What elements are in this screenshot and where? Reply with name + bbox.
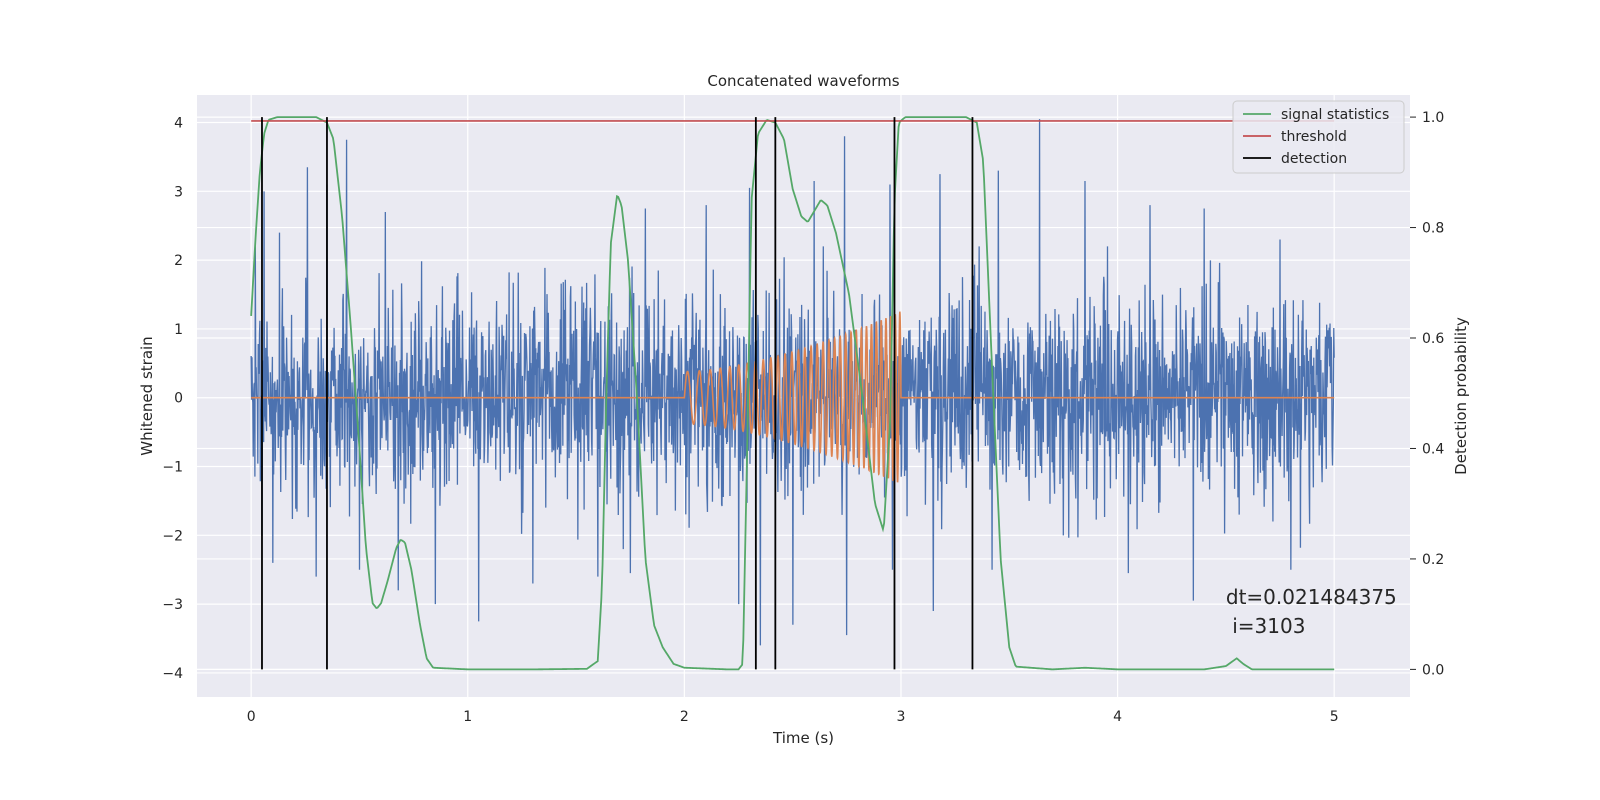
legend-label: threshold xyxy=(1281,129,1347,145)
y2-tick-label: 0.0 xyxy=(1422,662,1444,678)
strain-series-line xyxy=(250,119,1335,646)
x-tick-label: 3 xyxy=(897,709,906,725)
annotation-text: i=3103 xyxy=(1226,614,1306,638)
y-axis-label: Whitened strain xyxy=(138,336,156,455)
legend-label: signal statistics xyxy=(1281,107,1389,123)
x-tick-label: 1 xyxy=(463,709,472,725)
y-tick-label: −4 xyxy=(162,666,183,682)
x-tick-label: 4 xyxy=(1113,709,1122,725)
x-tick-label: 0 xyxy=(247,709,256,725)
x-axis-label: Time (s) xyxy=(772,729,834,747)
legend-label: detection xyxy=(1281,151,1347,167)
plot-layer xyxy=(250,116,1335,671)
y2-tick-label: 0.2 xyxy=(1422,552,1444,568)
annotations: dt=0.021484375 i=3103 xyxy=(1226,585,1397,638)
legend: signal statistics threshold detection xyxy=(1232,100,1405,174)
y2-tick-label: 0.4 xyxy=(1422,441,1444,457)
y2-tick-label: 0.6 xyxy=(1422,331,1444,347)
y-tick-label: 2 xyxy=(174,253,183,269)
y-tick-label: −1 xyxy=(162,460,183,476)
signal-statistics-line xyxy=(250,116,1335,671)
x-tick-label: 5 xyxy=(1330,709,1339,725)
y-tick-label: −3 xyxy=(162,597,183,613)
y-tick-label: −2 xyxy=(162,528,183,544)
y-tick-label: 1 xyxy=(174,322,183,338)
x-tick-label: 2 xyxy=(680,709,689,725)
y-tick-label: 0 xyxy=(174,391,183,407)
annotation-text: dt=0.021484375 xyxy=(1226,585,1397,609)
legend-box xyxy=(1232,100,1405,174)
axes: 0 1 2 3 4 5 −4 −3 −2 −1 0 1 2 3 4 0.0 0.2 0.4 0.6 0.8 1.0 xyxy=(162,110,1444,725)
chart-title: Concatenated waveforms xyxy=(707,72,899,90)
y-tick-label: 3 xyxy=(174,184,183,200)
y2-tick-label: 0.8 xyxy=(1422,221,1444,237)
y-tick-label: 4 xyxy=(174,116,183,132)
y2-axis-label: Detection probability xyxy=(1452,317,1470,475)
y2-tick-label: 1.0 xyxy=(1422,110,1444,126)
